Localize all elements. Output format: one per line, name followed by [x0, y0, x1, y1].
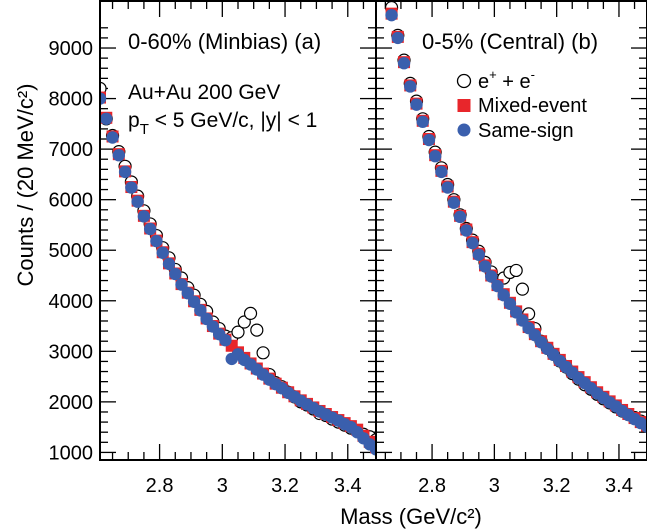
point-same-sign — [460, 224, 473, 237]
point-same-sign — [101, 112, 113, 125]
legend-label-dielectron: e+ + e- — [478, 67, 535, 93]
y-tick-label: 3000 — [49, 341, 94, 363]
point-same-sign — [118, 165, 132, 179]
y-axis-label: Counts / (20 MeV/c²) — [13, 84, 38, 287]
point-same-sign — [422, 133, 436, 147]
point-same-sign — [150, 234, 163, 248]
panel-a: 0-60% (Minbias) (a) Au+Au 200 GeV pT < 5… — [99, 0, 377, 461]
point-same-sign — [485, 270, 498, 283]
panel-a-data-points — [101, 81, 375, 456]
point-dielectron — [256, 346, 270, 360]
legend-label-same-sign: Same-sign — [478, 120, 574, 142]
point-same-sign — [466, 236, 479, 250]
x-tick-label: 3.2 — [543, 475, 571, 497]
point-same-sign — [428, 149, 442, 163]
x-tick-label: 2.8 — [418, 475, 446, 497]
panel-b-data-points — [384, 1, 646, 433]
kinematic-cuts-rest: < 5 GeV/c, |y| < 1 — [149, 109, 318, 132]
panel-b-frame — [375, 0, 647, 461]
point-same-sign — [640, 420, 646, 433]
x-tick-labels: 2.8 3 3.2 3.4 2.8 3 3.2 3.4 — [146, 475, 633, 497]
pt-symbol: p — [128, 109, 140, 132]
x-axis-label: Mass (GeV/c²) — [340, 504, 482, 529]
point-same-sign — [497, 289, 510, 302]
point-dielectron — [231, 325, 245, 339]
point-same-sign — [143, 222, 157, 236]
point-same-sign — [101, 92, 107, 105]
y-tick-label: 6000 — [49, 190, 94, 212]
point-same-sign — [397, 56, 411, 70]
point-same-sign — [219, 333, 232, 347]
panel-a-ticks — [100, 1, 376, 460]
point-same-sign — [435, 165, 448, 179]
point-same-sign — [416, 115, 429, 129]
point-dielectron — [515, 282, 530, 296]
panel-b-label: 0-5% (Central) (b) — [422, 29, 598, 54]
point-same-sign — [447, 196, 461, 209]
y-tick-label: 2000 — [49, 392, 94, 414]
point-same-sign — [162, 257, 176, 271]
x-tick-label: 3 — [489, 475, 500, 497]
point-same-sign — [391, 31, 405, 45]
y-tick-label: 4000 — [49, 291, 94, 313]
legend-electron-base: e — [478, 71, 489, 93]
collision-system-text: Au+Au 200 GeV — [128, 81, 280, 104]
point-same-sign — [125, 181, 138, 194]
legend-marker-open-circle — [456, 73, 472, 89]
panel-b: 0-5% (Central) (b) e+ + e- Mixed-event S… — [375, 0, 647, 461]
panel-a-label: 0-60% (Minbias) (a) — [128, 29, 321, 54]
point-same-sign — [385, 8, 398, 22]
point-same-sign — [137, 210, 151, 223]
point-dielectron — [243, 306, 258, 321]
point-same-sign — [106, 131, 119, 144]
point-same-sign — [503, 297, 517, 311]
point-same-sign — [175, 278, 188, 291]
point-same-sign — [478, 260, 492, 273]
y-tick-label: 8000 — [49, 89, 94, 111]
point-same-sign — [181, 286, 195, 300]
point-same-sign — [194, 304, 207, 317]
legend: e+ + e- Mixed-event Same-sign — [456, 67, 587, 142]
x-tick-label: 3.4 — [605, 475, 633, 497]
y-tick-labels: 1000 2000 3000 4000 5000 6000 7000 8000 9000 — [49, 38, 94, 464]
point-same-sign — [156, 246, 169, 259]
x-tick-label: 2.8 — [146, 475, 174, 497]
point-same-sign — [441, 181, 454, 194]
point-dielectron — [250, 323, 264, 337]
kinematic-cuts-text: pT < 5 GeV/c, |y| < 1 — [128, 109, 317, 138]
legend-positron-sup: + — [489, 67, 497, 82]
y-tick-label: 5000 — [49, 240, 94, 262]
legend-electron-sup: - — [531, 67, 535, 82]
x-tick-label: 3 — [217, 475, 228, 497]
point-same-sign — [472, 248, 485, 261]
point-dielectron — [101, 81, 107, 95]
y-tick-label: 7000 — [49, 139, 94, 161]
point-same-sign — [131, 195, 144, 208]
point-same-sign — [404, 80, 417, 93]
point-same-sign — [369, 443, 375, 456]
point-same-sign — [491, 279, 504, 293]
point-same-sign — [187, 295, 201, 308]
x-tick-label: 3.2 — [271, 475, 299, 497]
point-dielectron — [509, 263, 523, 278]
panel-a-frame — [99, 0, 377, 461]
panel-b-ticks — [376, 1, 647, 460]
legend-label-mixed-event: Mixed-event — [478, 95, 587, 117]
y-tick-label: 1000 — [49, 442, 94, 464]
point-same-sign — [410, 98, 423, 111]
legend-electron-mid: + e — [497, 71, 531, 93]
x-tick-label: 3.4 — [334, 475, 362, 497]
point-same-sign — [169, 267, 182, 281]
y-tick-label: 9000 — [49, 38, 94, 60]
legend-marker-red-square — [457, 99, 471, 112]
legend-marker-blue-circle — [457, 123, 471, 137]
point-same-sign — [453, 210, 467, 224]
pt-subscript: T — [140, 121, 149, 138]
point-same-sign — [112, 148, 126, 162]
